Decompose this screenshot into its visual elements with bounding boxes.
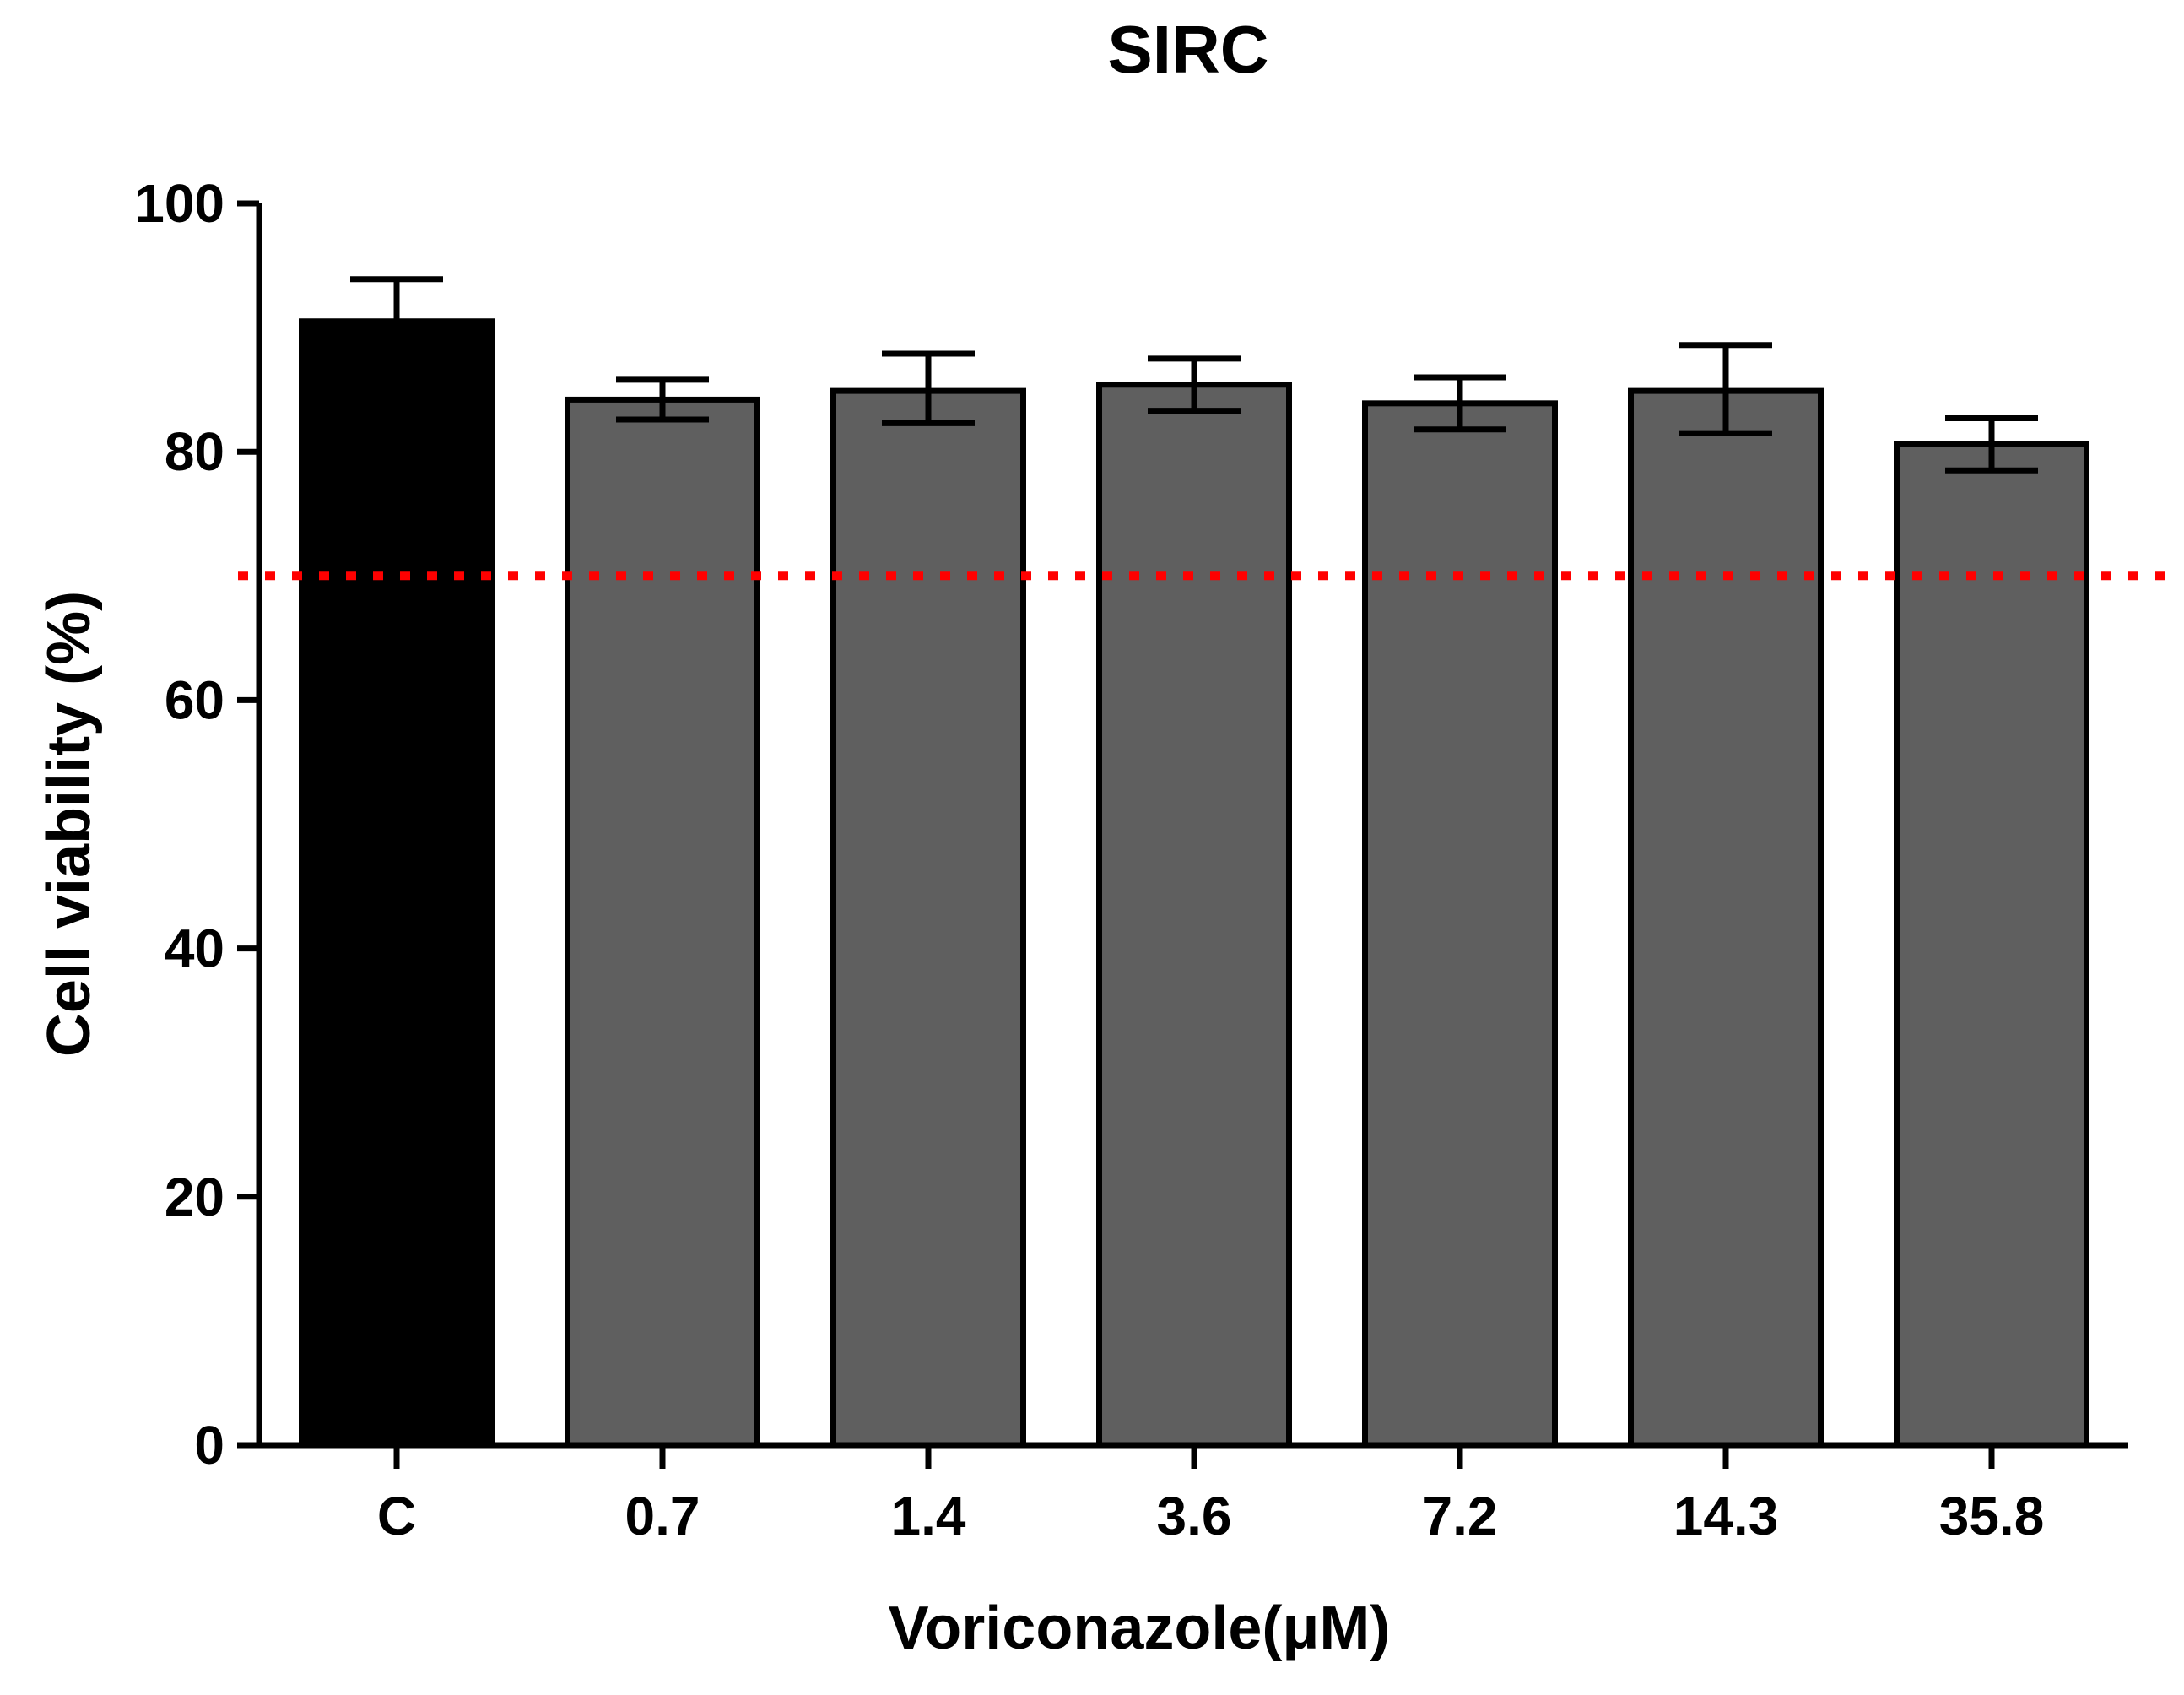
y-tick-label-100: 100 xyxy=(134,173,224,234)
y-axis-label: Cell viability (%) xyxy=(35,591,103,1057)
x-tick-label-35.8: 35.8 xyxy=(1939,1486,2045,1546)
bars-group xyxy=(299,318,2089,1449)
y-tick-label-20: 20 xyxy=(165,1167,224,1227)
x-tick-label-C: C xyxy=(377,1486,416,1546)
x-tick-label-1.4: 1.4 xyxy=(891,1486,966,1546)
y-tick-label-60: 60 xyxy=(165,669,224,730)
x-tick-label-7.2: 7.2 xyxy=(1423,1486,1498,1546)
bar-35.8 xyxy=(1894,441,2089,1449)
y-tick-label-0: 0 xyxy=(194,1415,224,1476)
x-ticks-group: C 0.7 1.4 3.6 7.2 14.3 35.8 xyxy=(377,1445,2044,1546)
y-tick-label-80: 80 xyxy=(165,421,224,482)
y-ticks-group: 0 20 40 60 80 100 xyxy=(134,173,259,1476)
bar-1.4 xyxy=(830,387,1026,1449)
chart-title: SIRC xyxy=(1107,12,1268,87)
x-tick-label-14.3: 14.3 xyxy=(1673,1486,1779,1546)
axes-group xyxy=(237,203,2128,1449)
error-bars-group xyxy=(350,276,2038,474)
bar-7.2 xyxy=(1362,400,1558,1449)
bar-0.7 xyxy=(565,396,760,1449)
bar-C xyxy=(299,318,495,1449)
x-tick-label-3.6: 3.6 xyxy=(1157,1486,1232,1546)
bar-14.3 xyxy=(1628,387,1824,1449)
y-tick-label-40: 40 xyxy=(165,918,224,979)
x-tick-label-0.7: 0.7 xyxy=(625,1486,700,1546)
x-axis-label: Voriconazole(μM) xyxy=(889,1595,1391,1662)
bar-3.6 xyxy=(1096,382,1292,1449)
